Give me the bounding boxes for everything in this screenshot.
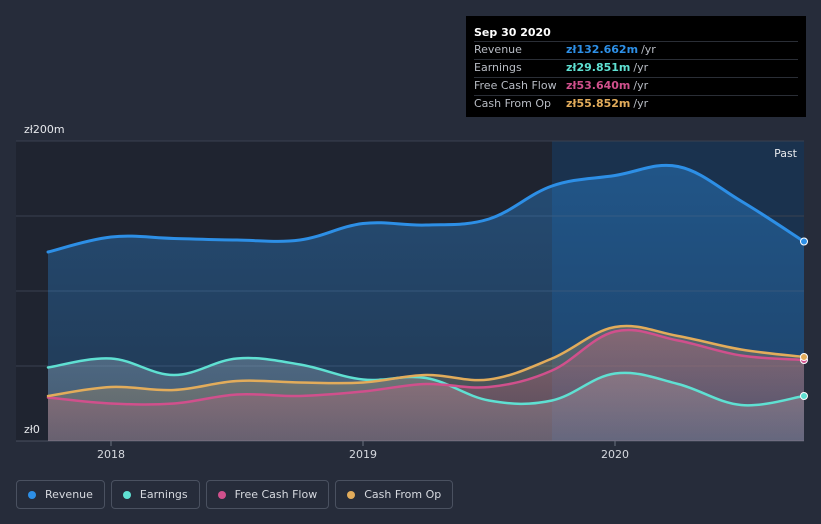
line-revenue [46,163,806,254]
tooltip-row-cash-from-op: Cash From Op zł55.852m /yr [474,95,798,113]
legend-dot-icon [28,490,36,499]
legend-label: Revenue [45,488,93,501]
line-cash-from-op [46,324,806,398]
y-tick-label-top: zł200m [24,123,65,136]
line-earnings [46,356,806,407]
tooltip-unit: /yr [633,79,649,92]
legend-label: Free Cash Flow [234,488,318,501]
tooltip-label: Revenue [474,43,522,56]
end-marker-earnings [800,392,808,400]
tooltip-label: Earnings [474,61,522,74]
tooltip-value: zł53.640m [566,79,631,92]
tooltip-value: zł132.662m [566,43,639,56]
x-axis: 2018 2019 2020 [97,441,629,461]
series-lines [46,163,806,407]
x-tick-label: 2019 [349,448,377,461]
tooltip-unit: /yr [641,43,656,56]
legend-label: Cash From Op [364,488,442,501]
end-marker-revenue [800,237,808,246]
tooltip-label: Free Cash Flow [474,79,557,92]
x-tick-label: 2018 [97,448,125,461]
tooltip-value: zł29.851m [566,61,631,74]
tooltip-row-free-cash-flow: Free Cash Flow zł53.640m /yr [474,77,798,95]
line-free-cash-flow [46,328,806,406]
tooltip-row-revenue: Revenue zł132.662m /yr [474,41,798,59]
hover-tooltip: Sep 30 2020 Revenue zł132.662m /yr Earni… [466,16,806,117]
legend-label: Earnings [139,488,188,501]
legend-item-cash-from-op[interactable]: Cash From Op [335,480,454,509]
tooltip-row-earnings: Earnings zł29.851m /yr [474,59,798,77]
chart-legend: Revenue Earnings Free Cash Flow Cash Fro… [16,480,459,509]
legend-dot-icon [347,490,356,499]
past-label: Past [774,147,798,160]
y-tick-label-bottom: zł0 [24,423,40,436]
tooltip-value: zł55.852m [566,97,631,110]
tooltip-date: Sep 30 2020 [474,26,551,39]
legend-dot-icon [122,490,131,499]
tooltip-label: Cash From Op [474,97,552,110]
series-areas [48,165,804,441]
tooltip-unit: /yr [633,97,649,110]
legend-item-earnings[interactable]: Earnings [110,480,200,509]
x-tick-label: 2020 [601,448,629,461]
series-end-markers [800,237,808,400]
legend-item-revenue[interactable]: Revenue [16,480,105,509]
legend-dot-icon [217,490,226,499]
legend-item-free-cash-flow[interactable]: Free Cash Flow [205,480,330,509]
end-marker-cash-from-op [800,353,808,361]
tooltip-unit: /yr [633,61,649,74]
